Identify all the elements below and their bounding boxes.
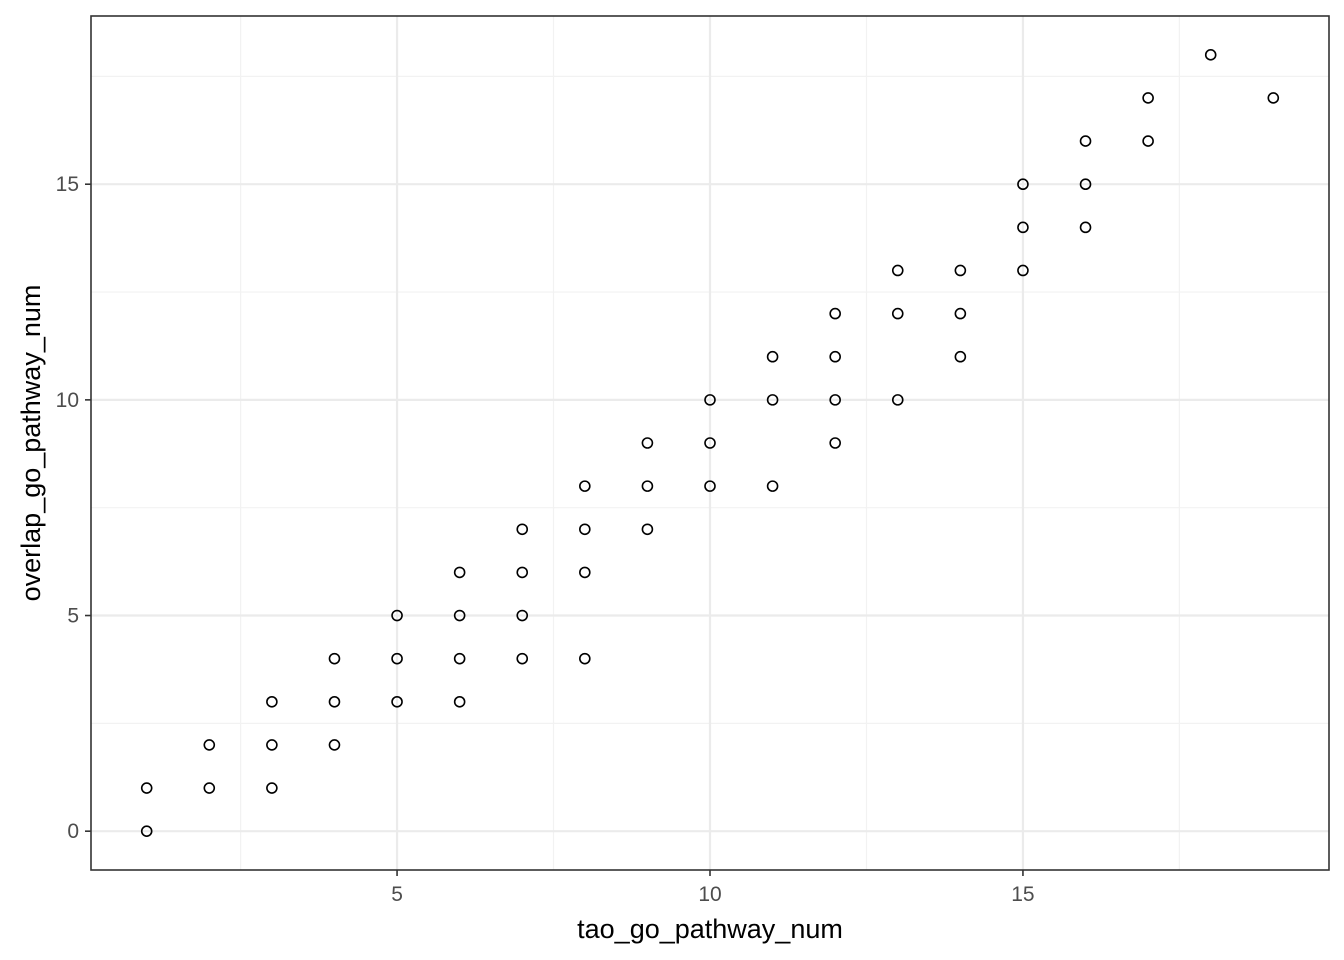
x-tick-label: 10 <box>698 883 721 906</box>
data-point <box>391 695 403 708</box>
data-point <box>704 394 716 406</box>
x-axis-title: tao_go_pathway_num <box>577 914 843 944</box>
data-point <box>1267 92 1280 104</box>
data-point <box>766 480 779 492</box>
data-point <box>829 394 841 406</box>
data-point <box>1142 135 1154 147</box>
data-point <box>641 480 654 492</box>
data-point <box>391 609 403 622</box>
data-point <box>829 437 841 449</box>
data-point <box>766 350 779 363</box>
major-gridlines <box>91 16 1329 870</box>
x-tick-label: 15 <box>1011 883 1034 906</box>
data-point <box>266 695 278 708</box>
data-point <box>829 307 841 320</box>
data-point <box>203 739 216 751</box>
data-point <box>516 523 529 536</box>
data-point <box>766 394 779 406</box>
data-point <box>641 523 654 536</box>
data-point <box>266 782 278 794</box>
data-point <box>891 307 904 320</box>
data-point <box>1079 178 1092 191</box>
data-point <box>328 739 341 751</box>
y-axis-ticks: 0 5 10 15 <box>56 173 91 843</box>
data-point <box>1017 264 1029 277</box>
data-point <box>453 609 466 622</box>
data-point <box>1017 221 1029 234</box>
data-point <box>453 652 466 665</box>
data-point <box>1204 49 1217 61</box>
data-point <box>328 652 341 665</box>
data-point <box>1079 221 1092 234</box>
data-point <box>891 394 904 406</box>
data-point <box>516 609 529 622</box>
y-tick-label: 15 <box>56 173 79 196</box>
data-point <box>954 264 967 277</box>
data-point <box>328 695 341 708</box>
data-point <box>704 480 716 492</box>
data-point <box>579 566 591 579</box>
y-tick-label: 10 <box>56 389 79 412</box>
data-point <box>579 523 591 536</box>
x-axis-ticks: 5 10 15 <box>391 870 1035 906</box>
data-point <box>829 350 841 363</box>
data-point <box>954 350 967 363</box>
data-point <box>954 307 967 320</box>
data-point <box>266 739 278 751</box>
data-point <box>1017 178 1029 191</box>
data-points <box>140 49 1280 837</box>
x-tick-label: 5 <box>391 883 403 906</box>
data-point <box>453 695 466 708</box>
data-point <box>140 825 153 837</box>
data-point <box>1079 135 1092 147</box>
data-point <box>453 566 466 579</box>
data-point <box>641 437 654 449</box>
y-axis-title: overlap_go_pathway_num <box>16 285 46 602</box>
data-point <box>579 480 591 492</box>
data-point <box>516 566 529 579</box>
data-point <box>891 264 904 277</box>
data-point <box>203 782 216 794</box>
data-point <box>516 652 529 665</box>
data-point <box>704 437 716 449</box>
data-point <box>579 652 591 665</box>
y-tick-label: 5 <box>67 605 79 628</box>
y-tick-label: 0 <box>67 820 79 843</box>
data-point <box>1142 92 1154 104</box>
data-point <box>391 652 403 665</box>
data-point <box>140 782 153 794</box>
